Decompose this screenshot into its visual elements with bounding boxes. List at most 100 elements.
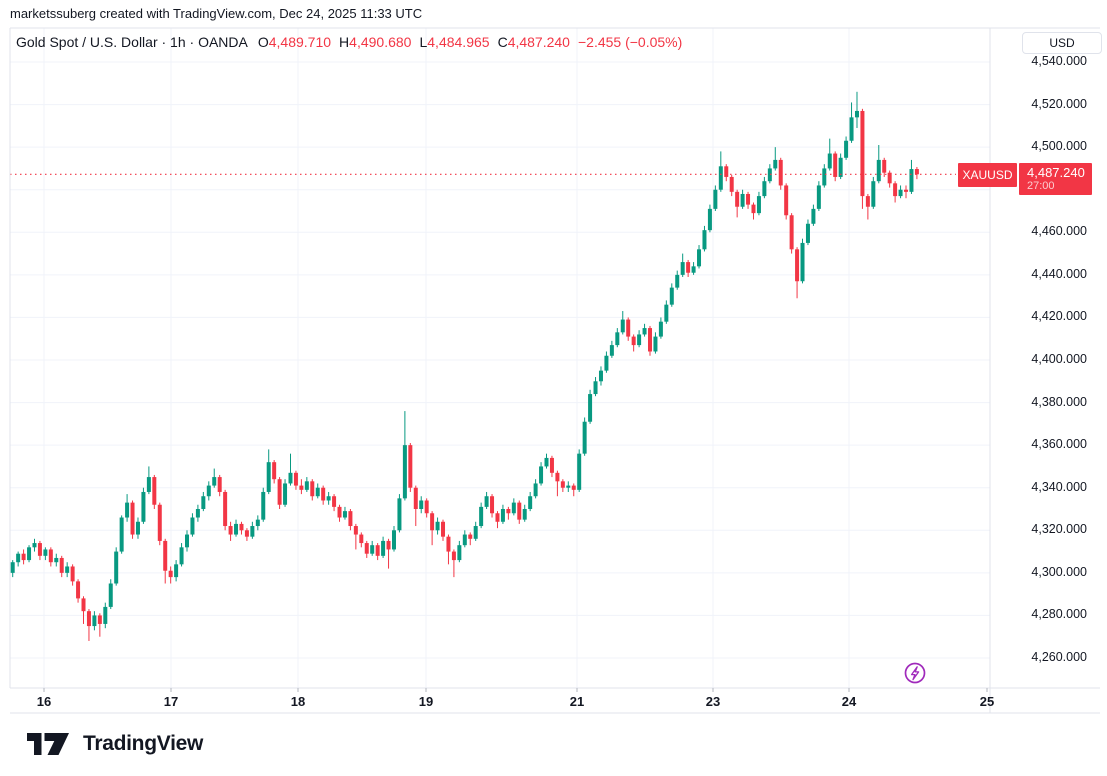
candle-body: [697, 249, 702, 267]
candle-body: [103, 606, 108, 624]
candle-body: [32, 543, 37, 548]
candle-body: [342, 511, 347, 518]
candle-body: [756, 196, 761, 214]
candle-body: [893, 183, 898, 197]
lightning-event-icon[interactable]: [904, 662, 926, 684]
candle-body: [800, 242, 805, 282]
candle-body: [549, 457, 554, 473]
candle-body: [255, 519, 260, 527]
candle-body: [713, 189, 718, 209]
candle-body: [707, 208, 712, 231]
candle-body: [21, 553, 26, 561]
candle-body: [887, 172, 892, 184]
candle-body: [598, 370, 603, 382]
candle-body: [631, 336, 636, 346]
ohlc-letter: O: [257, 34, 269, 50]
candle-body: [724, 166, 729, 177]
time-axis-label: 17: [163, 694, 179, 709]
candle-body: [168, 570, 173, 578]
candle-body: [59, 557, 64, 573]
candle-body: [909, 169, 914, 192]
tradingview-logo[interactable]: TradingView: [27, 732, 203, 756]
candle-body: [740, 193, 745, 207]
symbol-title[interactable]: Gold Spot / U.S. Dollar · 1h · OANDA: [16, 34, 248, 50]
candle-body: [337, 506, 342, 518]
ohlc-item: O4,489.710: [258, 34, 331, 50]
candle-body: [844, 140, 849, 158]
candle-body: [795, 249, 800, 282]
candle-body: [462, 534, 467, 546]
candle-body: [130, 502, 135, 535]
candle-body: [702, 230, 707, 250]
candle-body: [484, 496, 489, 507]
candle-body: [283, 483, 288, 505]
candle-body: [81, 598, 86, 612]
candle-body: [391, 530, 396, 550]
candle-body: [468, 534, 473, 539]
candle-body: [620, 319, 625, 333]
ohlc-item: C4,487.240: [498, 34, 570, 50]
candle-body: [784, 185, 789, 216]
candle-body: [261, 491, 266, 520]
candle-body: [604, 355, 609, 371]
candle-body: [397, 498, 402, 531]
candle-body: [266, 462, 271, 492]
candle-body: [615, 332, 620, 346]
candle-body: [441, 521, 446, 537]
currency-usd-button[interactable]: USD: [1022, 32, 1102, 54]
candle-body: [669, 287, 674, 305]
ohlc-letter: C: [497, 34, 508, 50]
candle-body: [729, 176, 734, 192]
candle-body: [914, 169, 919, 175]
candle-body: [522, 508, 527, 520]
price-tag: 4,487.240 27:00: [1019, 163, 1092, 196]
candle-body: [555, 472, 560, 482]
price-axis-label: 4,440.000: [1031, 266, 1087, 281]
price-axis-label: 4,320.000: [1031, 522, 1087, 537]
time-axis-label: 25: [979, 694, 995, 709]
price-axis-label: 4,400.000: [1031, 351, 1087, 366]
candle-body: [773, 159, 778, 169]
candle-body: [865, 196, 870, 207]
candle-body: [898, 189, 903, 197]
candle-body: [811, 208, 816, 224]
candle-body: [816, 185, 821, 209]
candle-body: [637, 334, 642, 346]
candle-body: [430, 513, 435, 531]
candle-body: [691, 266, 696, 273]
candle-body: [332, 496, 337, 507]
candle-body: [675, 274, 680, 288]
candle-body: [588, 394, 593, 422]
candle-body: [827, 153, 832, 169]
change-value: −2.455 (−0.05%): [577, 34, 683, 50]
candle-body: [500, 508, 505, 522]
candle-body: [680, 262, 685, 275]
candle-body: [299, 485, 304, 490]
candle-body: [359, 534, 364, 544]
candle-body: [882, 159, 887, 173]
price-axis-label: 4,520.000: [1031, 96, 1087, 111]
candle-body: [125, 502, 130, 518]
candle-body: [321, 487, 326, 501]
candle-body: [375, 545, 380, 556]
ohlc-values: O4,489.710 H4,490.680 L4,484.965 C4,487.240: [258, 34, 578, 50]
candle-body: [277, 479, 282, 505]
candle-body: [92, 615, 97, 627]
candle-body: [174, 564, 179, 578]
time-axis-label: 23: [705, 694, 721, 709]
candle-body: [642, 328, 647, 335]
candle-body: [511, 502, 516, 514]
ohlc-value: 4,484.965: [427, 34, 490, 50]
candle-body: [217, 477, 222, 492]
price-tag-symbol: XAUUSD: [958, 163, 1017, 188]
price-tag-value: 4,487.240: [1027, 165, 1085, 181]
candle-body: [381, 540, 386, 556]
candle-body: [424, 500, 429, 514]
price-axis-label: 4,420.000: [1031, 309, 1087, 324]
time-axis-label: 16: [36, 694, 52, 709]
candle-body: [195, 508, 200, 518]
candle-body: [239, 523, 244, 531]
ohlc-letter: H: [339, 34, 350, 50]
ohlc-letter: L: [419, 34, 428, 50]
